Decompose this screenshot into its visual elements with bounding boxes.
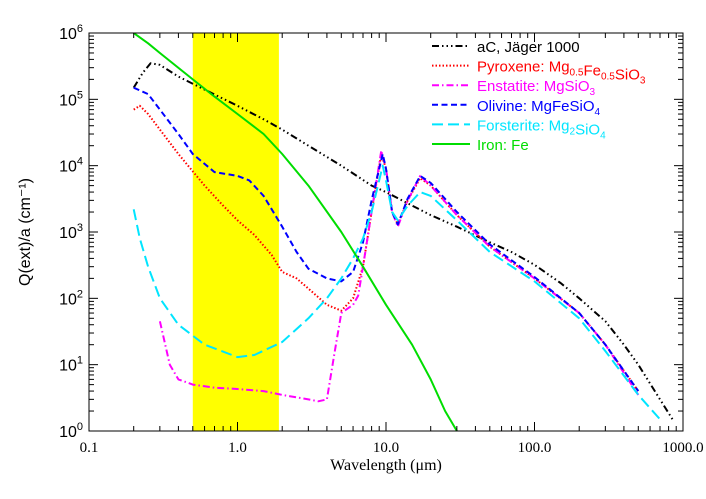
series-line-1 [133,104,640,392]
y-tick-label: 106 [59,23,83,43]
legend-label-4: Forsterite: Mg2SiO4 [477,117,606,141]
y-tick-label: 101 [59,355,83,375]
series-line-4 [132,164,661,420]
series-line-0 [132,62,674,420]
y-tick-label: 103 [59,222,83,242]
legend-label-3: Olivine: MgFeSiO4 [477,98,601,118]
y-tick-label: 104 [59,156,83,176]
y-axis-label: Q(ext)/a (cm⁻¹) [17,178,34,286]
x-axis-label: Wavelength (μm) [330,457,442,474]
x-tick-label: 100.0 [518,440,552,456]
x-tick-label: 10.0 [373,440,399,456]
legend-label-5: Iron: Fe [477,137,529,154]
y-tick-label: 100 [59,421,83,441]
highlight-band [192,33,279,431]
legend-label-1: Pyroxene: Mg0.5Fe0.5SiO3 [477,59,646,87]
x-tick-label: 0.1 [80,440,99,456]
x-tick-label: 1000.0 [662,440,703,456]
series-line-5 [133,33,458,431]
y-tick-label: 105 [59,89,83,109]
legend: aC, Jäger 1000 Pyroxene: Mg0.5Fe0.5SiO3En… [432,39,646,154]
y-tick-label: 102 [59,288,83,308]
series-line-2 [158,149,640,403]
legend-label-2: Enstatite: MgSiO3 [477,78,596,98]
legend-label-0: aC, Jäger 1000 [477,39,580,56]
x-tick-label: 1.0 [228,440,247,456]
